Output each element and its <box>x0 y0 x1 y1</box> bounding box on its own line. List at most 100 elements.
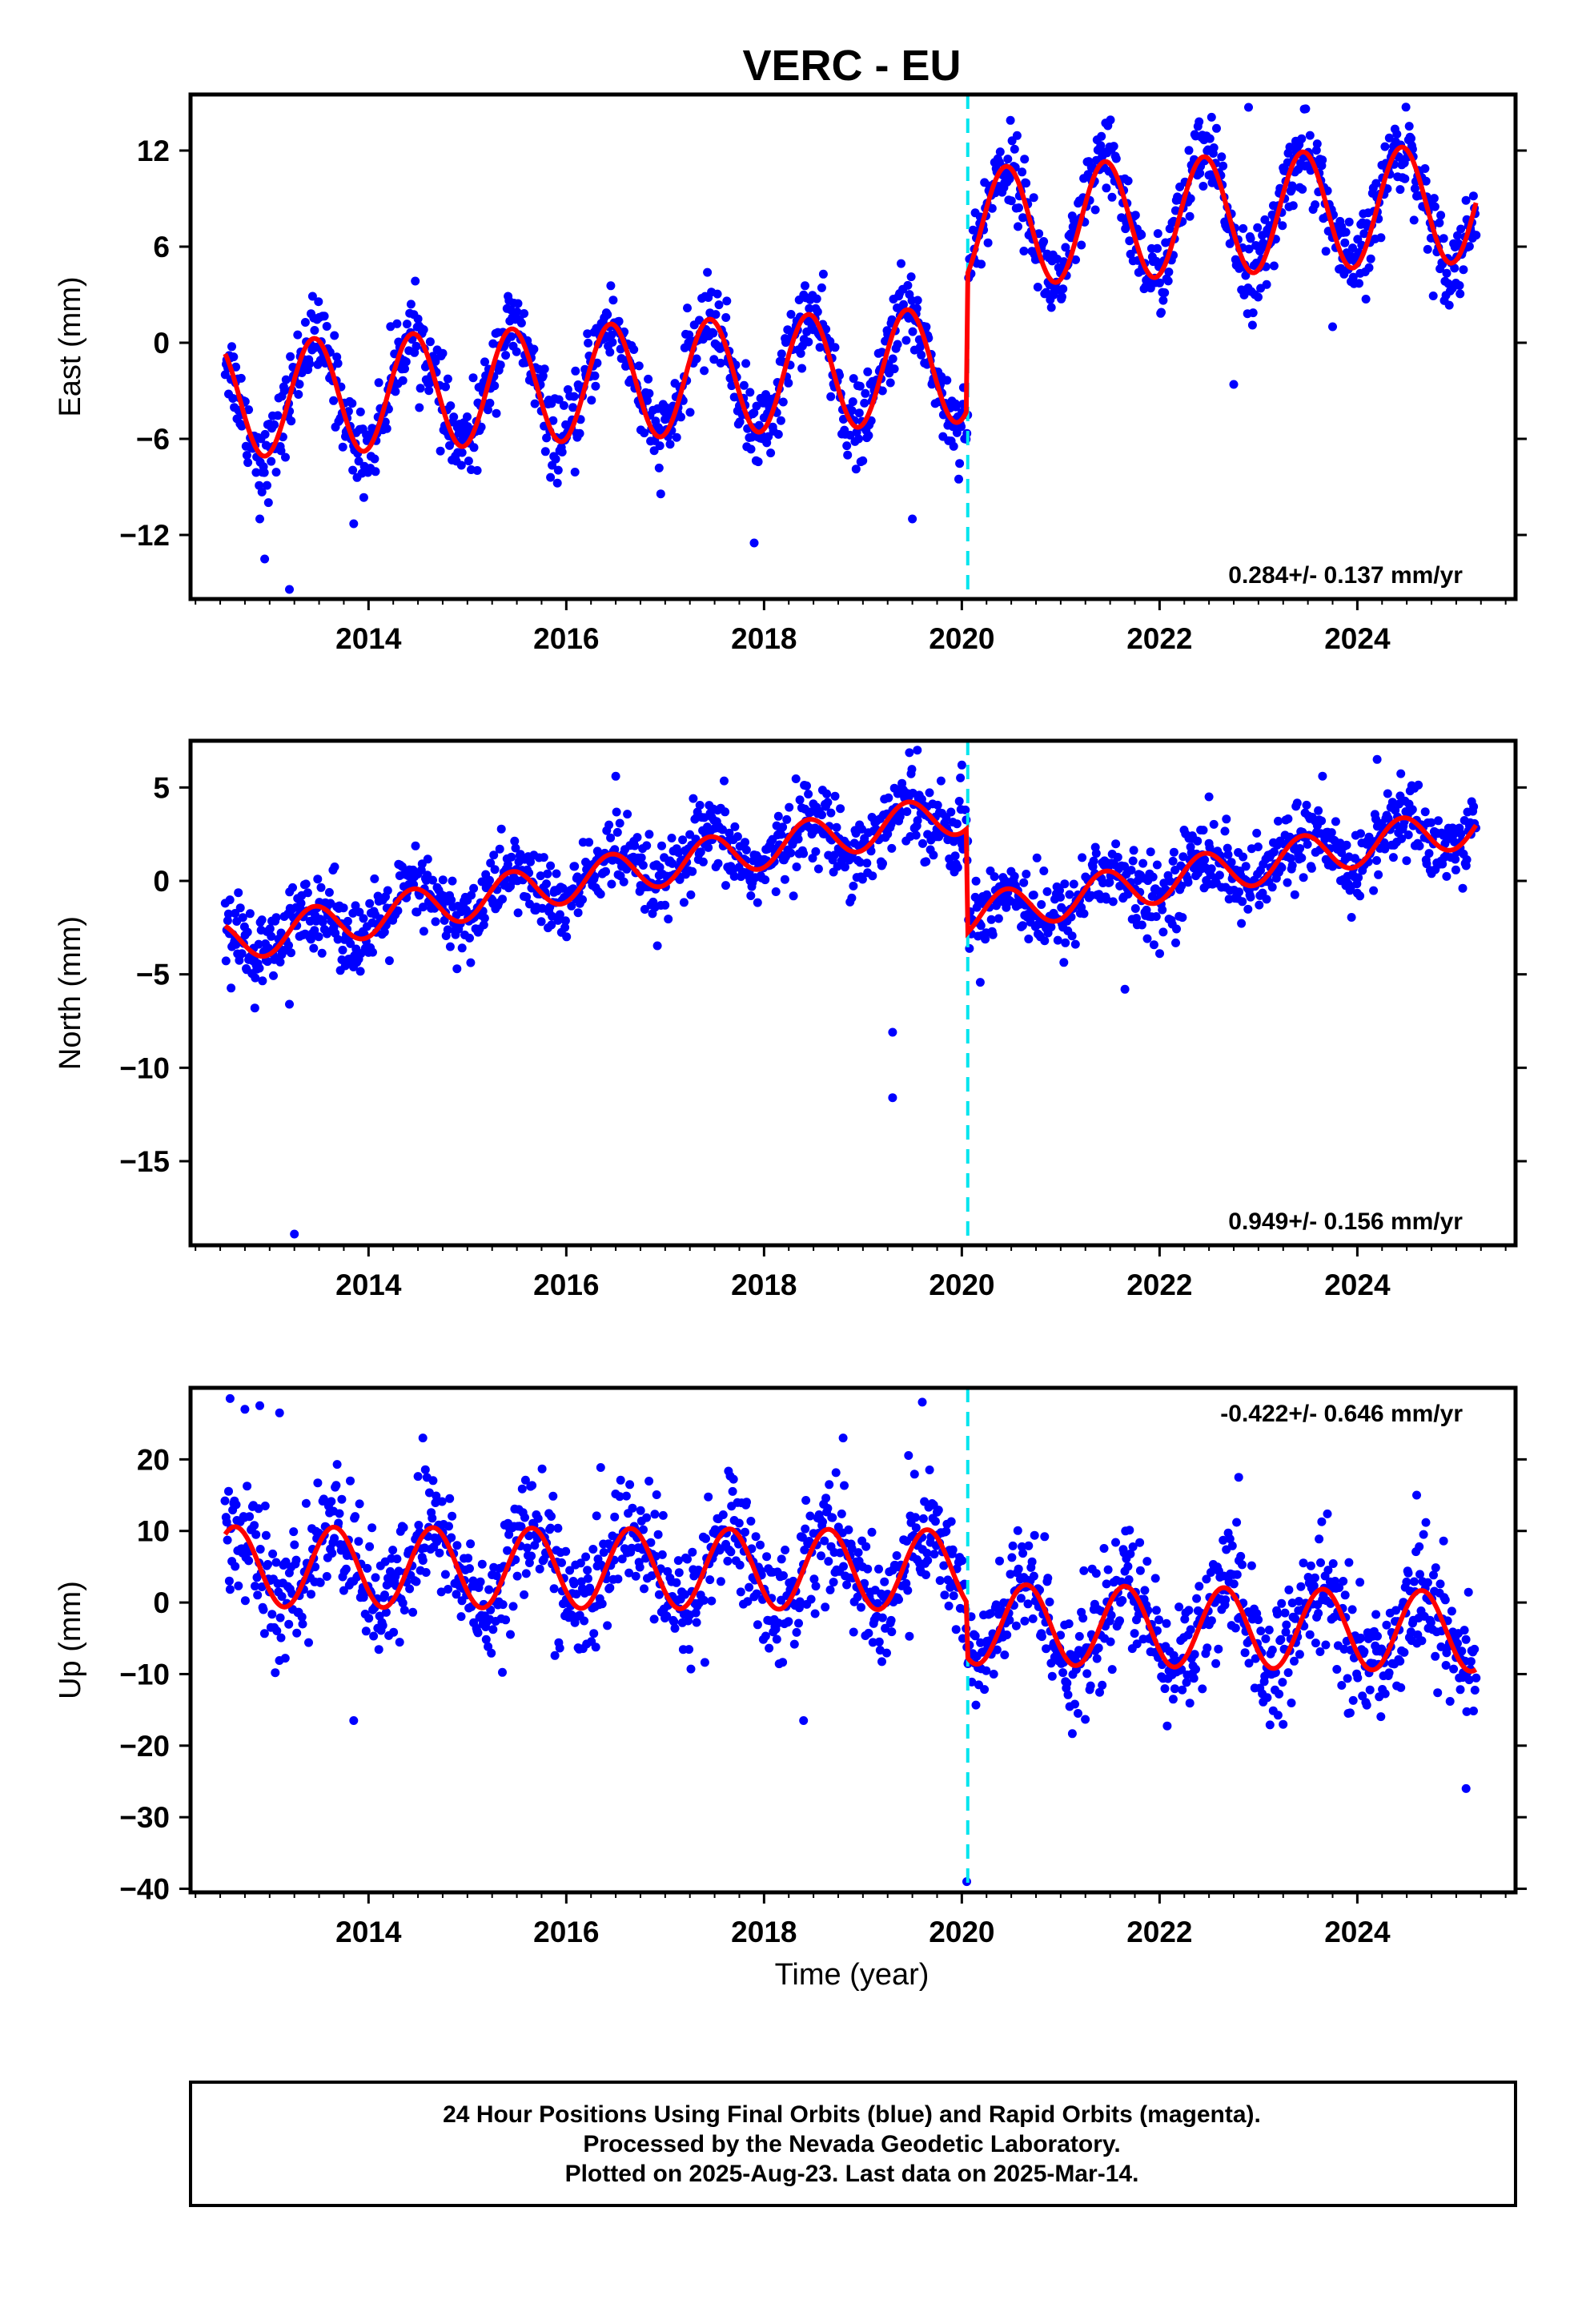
data-point <box>438 348 448 358</box>
data-point <box>273 411 283 420</box>
data-point <box>1470 1644 1480 1654</box>
data-point <box>1209 819 1219 829</box>
data-point <box>537 903 547 913</box>
data-point <box>1316 1558 1325 1567</box>
data-point <box>512 307 522 316</box>
data-point <box>379 927 389 937</box>
data-point <box>1453 1638 1462 1648</box>
data-point <box>1424 849 1434 858</box>
data-point <box>698 857 708 866</box>
data-point <box>543 869 552 879</box>
data-point <box>878 858 887 868</box>
data-point <box>630 841 640 850</box>
data-point <box>849 1627 858 1637</box>
data-point <box>1450 837 1460 846</box>
data-point <box>413 314 423 324</box>
data-point <box>231 1500 241 1510</box>
y-tick-label: 12 <box>137 135 170 167</box>
data-point <box>777 1554 786 1564</box>
data-point <box>844 1525 853 1534</box>
data-point <box>1178 913 1187 923</box>
data-point <box>276 1633 286 1642</box>
data-point <box>550 1651 560 1660</box>
data-point <box>1168 1695 1178 1704</box>
data-point <box>1356 1633 1366 1642</box>
data-point <box>251 468 261 477</box>
data-point <box>496 824 506 834</box>
outlier-point <box>749 538 759 548</box>
data-point <box>365 899 375 908</box>
data-point <box>234 888 243 898</box>
data-point <box>560 923 570 932</box>
data-point <box>1435 1579 1445 1589</box>
data-point <box>612 807 621 817</box>
data-point <box>709 355 719 364</box>
data-point <box>918 838 927 848</box>
data-point <box>1212 123 1221 133</box>
data-point <box>1456 224 1466 234</box>
data-point <box>944 1601 954 1610</box>
data-point <box>443 374 452 384</box>
data-point <box>313 875 323 884</box>
data-point <box>240 1596 250 1606</box>
data-point <box>776 416 785 425</box>
data-point <box>1037 900 1046 909</box>
data-point <box>583 329 592 339</box>
data-point <box>1012 131 1022 140</box>
data-point <box>1102 1579 1111 1589</box>
data-point <box>634 361 644 371</box>
data-point <box>811 1582 821 1591</box>
data-point <box>424 1488 434 1498</box>
data-point <box>1312 139 1322 149</box>
data-point <box>1102 183 1111 193</box>
data-point <box>225 1585 235 1594</box>
data-point <box>1244 244 1254 254</box>
data-point <box>513 299 523 308</box>
data-point <box>930 1517 940 1526</box>
data-point <box>607 879 616 889</box>
data-point <box>607 330 616 340</box>
data-point <box>743 1597 753 1606</box>
plot-frame <box>188 1385 1518 1895</box>
data-point <box>1223 850 1233 859</box>
data-point <box>1202 1574 1211 1584</box>
data-point <box>631 1571 640 1581</box>
data-point <box>718 825 727 834</box>
data-point <box>583 1574 592 1583</box>
data-point <box>436 1587 446 1597</box>
data-point <box>925 1466 934 1474</box>
data-point <box>1123 1562 1133 1571</box>
data-point <box>305 359 315 368</box>
data-point <box>1124 1575 1134 1584</box>
data-point <box>359 493 368 502</box>
data-point <box>644 388 654 398</box>
data-point <box>284 941 293 950</box>
data-point <box>820 1536 829 1546</box>
data-point <box>1184 146 1194 155</box>
data-point <box>603 310 612 320</box>
data-point <box>449 412 459 422</box>
data-point <box>1283 878 1292 887</box>
outlier-point <box>275 1408 284 1417</box>
data-point <box>1109 142 1118 151</box>
data-point <box>877 386 887 396</box>
data-point <box>270 420 279 429</box>
data-point <box>745 388 755 397</box>
data-point <box>799 849 809 858</box>
data-point <box>512 1571 522 1581</box>
data-point <box>1267 883 1277 892</box>
data-point <box>1396 769 1406 778</box>
data-point <box>363 1563 372 1573</box>
data-point <box>445 1494 455 1503</box>
data-point <box>1421 176 1431 186</box>
data-point <box>875 1646 885 1655</box>
data-point <box>437 1497 447 1506</box>
data-point <box>778 822 788 832</box>
data-point <box>612 827 622 837</box>
data-point <box>276 446 286 456</box>
data-point <box>847 893 857 903</box>
data-point <box>1057 292 1066 302</box>
data-point <box>1294 1597 1303 1606</box>
data-point <box>836 804 845 814</box>
outlier-point <box>888 1093 897 1103</box>
